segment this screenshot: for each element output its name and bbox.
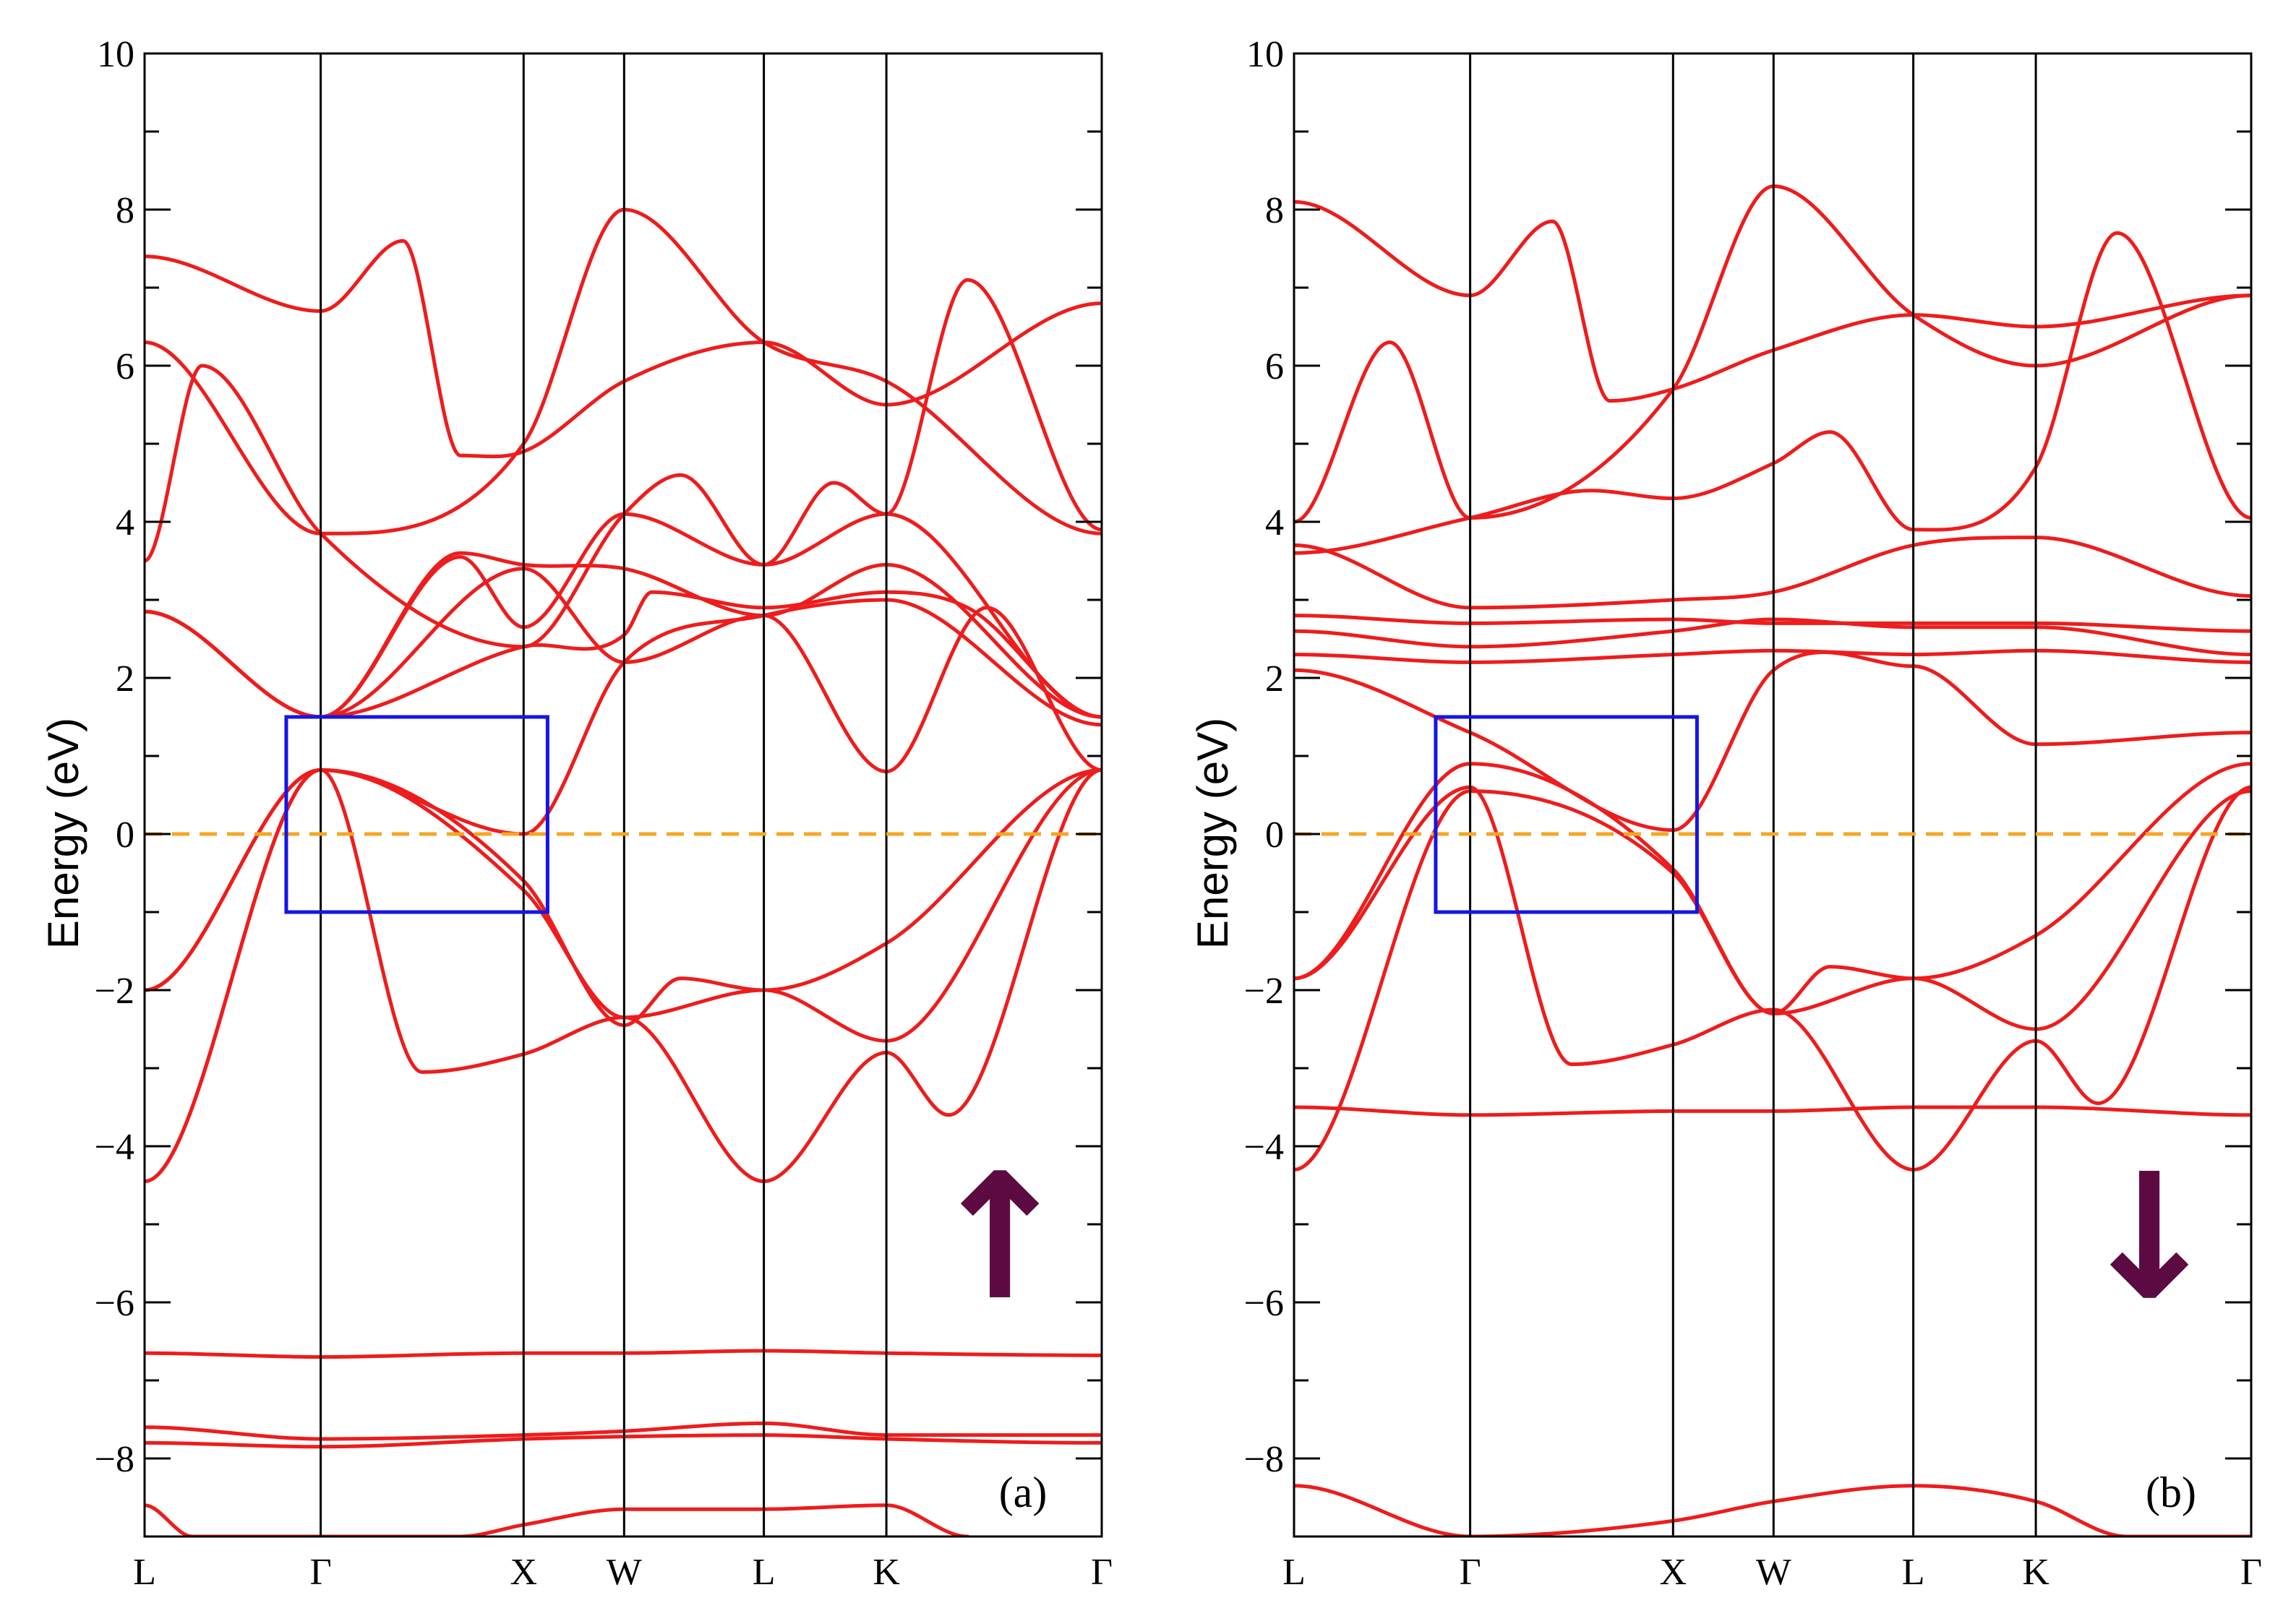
x-tick-label: L bbox=[753, 1552, 776, 1593]
band-line-band-15 bbox=[145, 1503, 970, 1537]
y-tick-label: 0 bbox=[1265, 815, 1284, 856]
y-axis-label: Energy (eV) bbox=[39, 718, 87, 949]
x-tick-label: W bbox=[1756, 1552, 1791, 1593]
y-ticks-a: −8 −6 −4 −2 0 2 4 6 8 10 bbox=[95, 34, 1102, 1538]
x-tick-label: Γ bbox=[1460, 1552, 1481, 1593]
kpoint-lines-a bbox=[320, 53, 888, 1537]
y-tick-label: 0 bbox=[116, 815, 134, 856]
spin-down-arrow-icon: ↓ bbox=[2076, 1136, 2222, 1338]
x-tick-label: Γ bbox=[310, 1552, 332, 1593]
band-line-band-10 bbox=[145, 278, 1102, 649]
x-tick-label: Γ bbox=[1091, 1552, 1113, 1593]
axes-frame-b bbox=[1293, 52, 2253, 1538]
y-tick-label: 6 bbox=[116, 346, 134, 387]
panel-label-a: (a) bbox=[999, 1469, 1048, 1516]
y-tick-label: −6 bbox=[95, 1283, 134, 1324]
y-tick-label: −2 bbox=[95, 971, 134, 1012]
panel-label-b: (b) bbox=[2146, 1469, 2196, 1516]
band-line-band-2 bbox=[1294, 785, 2251, 1172]
kpoint-lines-b bbox=[1469, 53, 2037, 1537]
spin-up-arrow-icon: ↑ bbox=[927, 1136, 1072, 1338]
band-line-band-9 bbox=[145, 207, 1102, 536]
y-tick-label: 8 bbox=[1265, 190, 1284, 231]
y-tick-label: −2 bbox=[1244, 971, 1284, 1012]
x-tick-label: L bbox=[133, 1552, 156, 1593]
y-tick-label: −8 bbox=[1244, 1439, 1284, 1480]
highlight-box bbox=[284, 715, 549, 914]
band-line-band-7 bbox=[145, 598, 1102, 1184]
y-axis-label: Energy (eV) bbox=[1188, 718, 1237, 949]
y-tick-label: −8 bbox=[95, 1439, 134, 1480]
band-line-band-10 bbox=[1294, 231, 2251, 555]
y-tick-label: 4 bbox=[116, 502, 134, 543]
band-line-band-11 bbox=[145, 238, 1102, 459]
band-line-band-13 bbox=[1294, 1484, 2251, 1537]
y-ticks-b: −8 −6 −4 −2 0 2 4 6 8 10 bbox=[1244, 34, 2251, 1538]
y-tick-label: −4 bbox=[95, 1127, 134, 1168]
y-tick-label: 2 bbox=[116, 658, 134, 700]
axes-frame bbox=[143, 52, 1103, 1538]
y-tick-label: 6 bbox=[1265, 346, 1284, 387]
axes-frame bbox=[1293, 52, 2253, 1538]
y-tick-label: −4 bbox=[1244, 1127, 1284, 1168]
x-tick-label: X bbox=[510, 1552, 538, 1593]
y-tick-label: 4 bbox=[1265, 502, 1284, 543]
y-tick-label: 8 bbox=[116, 190, 134, 231]
x-tick-label: K bbox=[2022, 1552, 2049, 1593]
band-line-band-8 bbox=[145, 567, 1102, 774]
x-tick-label: X bbox=[1660, 1552, 1687, 1593]
y-tick-label: 2 bbox=[1265, 658, 1284, 700]
y-tick-label: 10 bbox=[1246, 34, 1284, 75]
x-tick-label: L bbox=[1282, 1552, 1306, 1593]
band-line-band-11 bbox=[1294, 184, 2251, 524]
highlight-box-b bbox=[1434, 715, 1699, 914]
x-tick-label: W bbox=[607, 1552, 642, 1593]
axes-frame-a bbox=[143, 52, 1103, 1538]
y-tick-label: 10 bbox=[97, 34, 134, 75]
band-line-band-2 bbox=[145, 768, 1102, 1184]
y-tick-label: −6 bbox=[1244, 1283, 1284, 1324]
x-tick-label: Γ bbox=[2240, 1552, 2262, 1593]
highlight-box-a bbox=[284, 715, 549, 914]
x-tick-label: K bbox=[873, 1552, 900, 1593]
x-tick-label: L bbox=[1902, 1552, 1925, 1593]
highlight-box bbox=[1434, 715, 1699, 914]
